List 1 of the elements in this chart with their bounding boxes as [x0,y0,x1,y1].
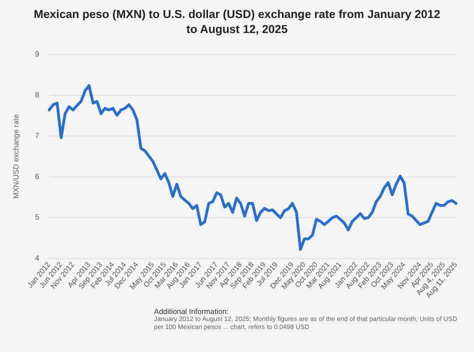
chart-title: Mexican peso (MXN) to U.S. dollar (USD) exchange rate from January 2012 to August 12, 2025 [32,8,442,38]
